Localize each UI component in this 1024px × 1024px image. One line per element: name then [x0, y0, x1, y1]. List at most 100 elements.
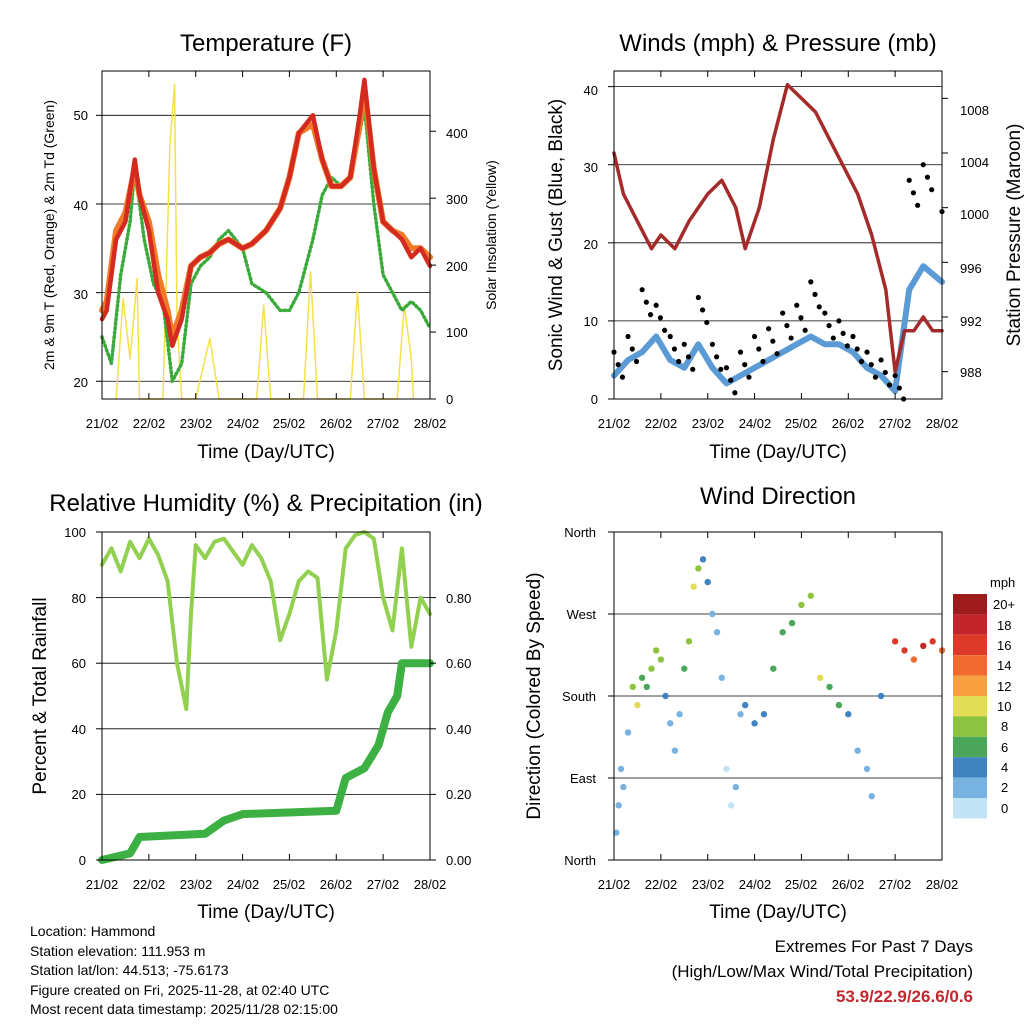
gust-point [647, 312, 654, 318]
wind-direction-point [807, 592, 814, 599]
gust-point [830, 335, 836, 341]
wind-direction-point [732, 783, 740, 791]
humidity-ytick-label: 0 [79, 853, 86, 868]
temp-2m-line [99, 77, 433, 349]
extremes-summary: Extremes For Past 7 Days (High/Low/Max W… [672, 934, 973, 1009]
wind-direction-yticklabels: North East South West North [562, 525, 596, 868]
gust-point [709, 341, 716, 347]
sonic-wind-line [611, 263, 945, 395]
humidity-ticks [96, 531, 436, 861]
winds-ytick-right-label: 988 [960, 365, 982, 380]
temperature-ytick-right-label: 100 [446, 325, 468, 340]
wind-direction-point [638, 674, 646, 681]
latest-timestamp: Most recent data timestamp: 2025/11/28 0… [30, 1001, 338, 1017]
relative-humidity-line [100, 530, 432, 712]
wind-direction-point [699, 556, 707, 563]
gust-point [920, 162, 926, 168]
humidity-ytick-label: 60 [72, 656, 86, 671]
wind-direction-xtick-label: 27/02 [879, 877, 912, 892]
winds-ytick-right-label: 1008 [960, 103, 989, 118]
colorbar-swatch [953, 777, 987, 798]
wind-direction-xtick-label: 26/02 [832, 877, 865, 892]
wind-direction-point [760, 711, 768, 718]
colorbar-swatch [953, 655, 987, 676]
wind-direction-point [704, 578, 711, 586]
wind-direction-point [648, 665, 655, 672]
temperature-ticks [96, 71, 436, 400]
winds-xtick-label: 23/02 [692, 416, 725, 431]
gust-point [915, 202, 921, 208]
winds-ytick-right-label: 996 [960, 261, 982, 276]
gust-point [742, 362, 748, 368]
temperature-ylabel-right: Solar Insolation (Yellow) [483, 160, 499, 310]
winds-xtick-label: 26/02 [832, 416, 865, 431]
wind-direction-point [662, 692, 669, 700]
humidity-ytick-right-label: 0.20 [446, 787, 471, 802]
gust-point [826, 322, 832, 329]
winds-ylabel-left: Sonic Wind & Gust (Blue, Black) [546, 99, 567, 371]
colorbar-label: 20+ [993, 597, 1015, 612]
gust-point [892, 372, 898, 379]
wind-direction-point [613, 829, 620, 836]
figure-created: Figure created on Fri, 2025-11-28, at 02… [30, 981, 330, 998]
gust-point [924, 174, 931, 180]
colorbar-swatch [953, 675, 987, 696]
gust-point [780, 310, 786, 316]
wind-direction-point [929, 638, 936, 645]
gust-point [695, 294, 701, 301]
gust-point [671, 346, 678, 352]
wind-direction-xlabel: Time (Day/UTC) [709, 902, 847, 923]
winds-title: Winds (mph) & Pressure (mb) [619, 30, 936, 57]
gust-point [756, 346, 762, 352]
gust-point [906, 177, 912, 183]
wind-direction-point [835, 701, 843, 709]
wind-direction-point [779, 629, 786, 636]
colorbar-swatch [953, 716, 987, 737]
gust-point [816, 304, 822, 310]
wind-direction-point [713, 629, 721, 636]
temperature-plot-frame [101, 70, 431, 400]
colorbar-label: 14 [997, 658, 1011, 673]
colorbar-label: 12 [997, 679, 1011, 694]
temperature-yticklabels-right: 0 100 200 300 400 [446, 126, 468, 407]
temperature-ytick-right-label: 300 [446, 192, 468, 207]
gust-point [784, 322, 790, 329]
wind-direction-point [629, 683, 636, 691]
temperature-ytick-label: 20 [74, 375, 88, 390]
winds-panel: Winds (mph) & Pressure (mb) 21/02 22/02 … [546, 30, 1024, 463]
station-pressure-line [612, 82, 944, 374]
wind-direction-ytick-label: West [567, 607, 597, 622]
gust-point [629, 346, 635, 352]
humidity-ytick-right-label: 0.60 [446, 656, 471, 671]
gust-point [714, 354, 720, 360]
precipitation-line [98, 659, 434, 864]
temperature-xtick-label: 21/02 [86, 416, 119, 431]
temperature-xtick-label: 23/02 [180, 416, 213, 431]
gust-point [690, 366, 696, 372]
wind-direction-point [652, 647, 660, 654]
dewpoint-line [100, 104, 432, 384]
colorbar-label: 10 [997, 699, 1011, 714]
gust-point [766, 326, 772, 332]
gust-point [619, 374, 626, 380]
humidity-xtick-label: 25/02 [273, 877, 306, 892]
wind-direction-point [891, 638, 899, 645]
winds-ytick-right-label: 992 [960, 314, 982, 329]
gust-point [878, 357, 884, 363]
humidity-ytick-right-label: 0.40 [446, 722, 471, 737]
humidity-ylabel-left: Percent & Total Rainfall [30, 597, 51, 794]
wind-direction-point [727, 802, 735, 809]
wind-direction-ylabel: Direction (Colored By Speed) [524, 572, 545, 819]
wind-direction-ytick-label: North [564, 853, 596, 868]
wind-direction-point [742, 701, 749, 709]
gust-point [657, 315, 663, 321]
wind-direction-point [751, 720, 758, 727]
winds-xtick-label: 28/02 [926, 416, 959, 431]
winds-ytick-label: 40 [584, 83, 598, 98]
gust-point [685, 354, 692, 360]
winds-xtick-label: 24/02 [739, 416, 772, 431]
colorbar-swatch [953, 736, 987, 758]
humidity-xtick-label: 24/02 [227, 877, 260, 892]
station-info: Location: Hammond Station elevation: 111… [30, 922, 338, 1020]
